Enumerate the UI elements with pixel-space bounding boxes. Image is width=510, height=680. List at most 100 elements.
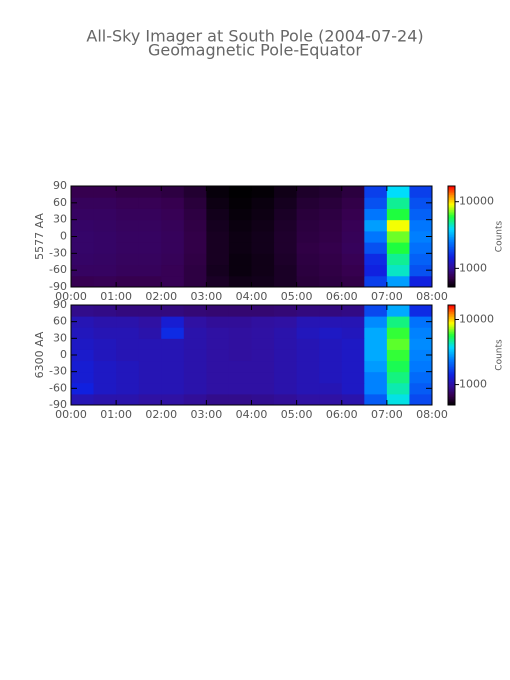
heatmap-cell (228, 253, 252, 266)
heatmap-cell (206, 393, 230, 406)
heatmap-cell (251, 264, 275, 277)
colorbar-segment (448, 207, 455, 211)
heatmap-cell (93, 264, 117, 277)
heatmap-cell (183, 393, 207, 406)
heatmap-cell (319, 208, 343, 221)
heatmap-cell (409, 242, 433, 254)
colorbar-segment (448, 283, 455, 286)
heatmap-cell (386, 305, 410, 317)
heatmap-cell (183, 327, 207, 339)
colorbar-segment (448, 318, 455, 321)
heatmap-cell (161, 242, 185, 254)
colorbar-segment (448, 223, 455, 226)
heatmap-cell (386, 349, 410, 362)
colorbar-segment (448, 343, 455, 346)
y-tick-label: 0 (60, 230, 67, 243)
colorbar-segment (448, 249, 455, 253)
colorbar-segment (448, 219, 455, 222)
heatmap-cell (206, 316, 230, 328)
heatmap-cell (206, 253, 230, 266)
colorbar-segment (448, 380, 455, 383)
colorbar-segment (448, 285, 455, 288)
colorbar-tick-label: 1000 (459, 378, 487, 391)
heatmap-cell (93, 230, 117, 243)
colorbar-segment (448, 231, 455, 234)
heatmap-cell (116, 382, 140, 395)
x-tick-label: 00:00 (55, 290, 87, 303)
heatmap-cell (183, 264, 207, 277)
heatmap-cell (319, 382, 343, 395)
heatmap-cell (138, 360, 162, 373)
heatmap-cell (228, 208, 252, 221)
heatmap-cell (341, 197, 365, 209)
heatmap-cell (409, 349, 433, 362)
heatmap-cell (228, 230, 252, 243)
colorbar-segment (448, 191, 455, 194)
heatmap-cell (274, 305, 298, 317)
colorbar-tick-label: 1000 (459, 261, 487, 274)
heatmap-cell (116, 186, 140, 198)
heatmap-cell (319, 360, 343, 373)
colorbar-segment (448, 378, 455, 381)
heatmap-cell (341, 275, 365, 288)
colorbar-segment (448, 189, 455, 192)
colorbar-segment (448, 233, 455, 236)
heatmap-cell (161, 186, 185, 198)
heatmap-cell (296, 230, 320, 243)
colorbar-segment (448, 371, 455, 374)
colorbar-segment (448, 310, 455, 313)
heatmap-cell (251, 186, 275, 198)
x-tick-label: 06:00 (326, 290, 358, 303)
heatmap-cell (71, 186, 95, 198)
heatmap-cell (364, 393, 388, 406)
heatmap-cell (116, 349, 140, 362)
heatmap-cell (71, 242, 95, 254)
heatmap-cell (274, 230, 298, 243)
heatmap-cell (319, 264, 343, 277)
colorbar-segment (448, 251, 455, 254)
colorbar-segment (448, 368, 455, 371)
heatmap-cell (71, 253, 95, 266)
heatmap-cell (138, 338, 162, 350)
heatmap-cell (409, 197, 433, 209)
heatmap-cell (341, 327, 365, 339)
heatmap-cell (116, 219, 140, 232)
heatmap-cell (296, 242, 320, 254)
colorbar-tick-label: 10000 (459, 195, 494, 208)
heatmap-cell (93, 382, 117, 395)
colorbar-segment (448, 388, 455, 391)
heatmap-cell (116, 230, 140, 243)
heatmap-cell (319, 349, 343, 362)
heatmap-cell (138, 349, 162, 362)
heatmap-cell (409, 253, 433, 266)
colorbar-frame (447, 304, 456, 406)
heatmap-cell (296, 208, 320, 221)
colorbar-segment (448, 305, 455, 308)
heatmap-cell (93, 186, 117, 198)
heatmap-cell (71, 197, 95, 209)
heatmap-cell (161, 371, 185, 384)
heatmap-cell (183, 382, 207, 395)
heatmap-cell (138, 316, 162, 328)
heatmap-cell (364, 338, 388, 350)
heatmap-cell (138, 305, 162, 317)
heatmap-cell (206, 371, 230, 384)
heatmap-cell (206, 208, 230, 221)
heatmap-cell (409, 393, 433, 406)
heatmap-cell (274, 253, 298, 266)
colorbar-segment (448, 186, 455, 189)
heatmap-cell (386, 253, 410, 266)
heatmap-cell (251, 316, 275, 328)
heatmap-cell (251, 230, 275, 243)
heatmap-cell (296, 327, 320, 339)
colorbar-segment (448, 328, 455, 331)
heatmap-cell (251, 349, 275, 362)
colorbar-segment (448, 196, 455, 199)
colorbar-segment (448, 194, 455, 197)
heatmap-cell (364, 305, 388, 317)
colorbar-segment (448, 187, 455, 190)
heatmap-cell (296, 349, 320, 362)
heatmap-cell (138, 242, 162, 254)
colorbar-segment (448, 361, 455, 364)
